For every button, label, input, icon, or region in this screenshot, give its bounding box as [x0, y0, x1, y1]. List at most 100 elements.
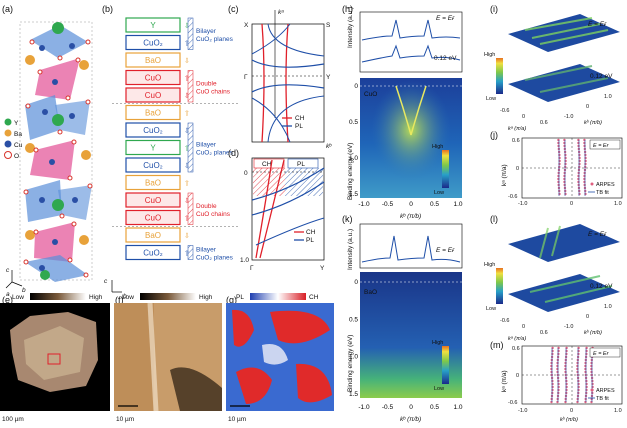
arpes-point	[558, 153, 561, 157]
arpes-point	[585, 379, 588, 383]
arpes-point	[550, 370, 553, 374]
arpes-point	[583, 180, 586, 184]
arpes-point	[563, 180, 566, 184]
panel-f: (f) Low High 10 µm	[114, 293, 222, 423]
arpes-point	[578, 162, 581, 166]
tick-label: 1.0	[349, 354, 358, 361]
svg-text:Binding energy (eV): Binding energy (eV)	[347, 335, 354, 392]
arpes-point	[585, 352, 588, 356]
edc-box-k	[359, 223, 463, 269]
arpes-point	[557, 352, 560, 356]
layer-cuo: CuO ⇩	[125, 192, 190, 208]
layer-arrow-icon: ⇩	[184, 197, 190, 205]
panel-b: (b) Y ⇩CuO₂ ⇧BaO ⇩CuO ⇧CuO ⇩BaO ⇧CuO₂ ⇩Y ⇧CuO₂ ⇩B…	[102, 4, 240, 300]
panel-a: (a)	[2, 4, 93, 298]
svg-text:S: S	[326, 22, 331, 29]
layer-annotation-label: CuO₂ planes	[196, 255, 234, 262]
svg-text:-1.0: -1.0	[518, 408, 527, 414]
svg-text:-0.6: -0.6	[500, 318, 509, 324]
svg-text:BaO: BaO	[364, 289, 377, 296]
svg-text:Low: Low	[434, 190, 444, 196]
arpes-point	[583, 183, 586, 187]
svg-text:High: High	[432, 340, 443, 346]
tick-label: -1.0	[358, 201, 370, 208]
arpes-point	[577, 352, 580, 356]
svg-text:High: High	[432, 144, 443, 150]
legend-ba: Ba	[14, 131, 22, 138]
svg-text:kᵇ (π/b): kᵇ (π/b)	[400, 416, 421, 423]
svg-text:0: 0	[244, 170, 248, 177]
svg-text:b: b	[123, 293, 127, 300]
panel-label-h: (h)	[342, 4, 353, 14]
arpes-point	[565, 352, 568, 356]
layer-annotation-label: Double	[196, 203, 217, 210]
tick-label: 0.5	[430, 201, 439, 208]
layer-cuo: CuO ⇩	[125, 87, 190, 103]
svg-text:100 µm: 100 µm	[2, 416, 24, 423]
svg-text:Low: Low	[122, 294, 134, 301]
tick-label: 1.0	[453, 201, 462, 208]
yticks-h: 0 0.5 1.0 1.5	[349, 83, 358, 198]
svg-text:CH: CH	[309, 294, 319, 301]
element-legend: Y Ba Cu O	[4, 118, 23, 160]
svg-text:-0.6: -0.6	[508, 400, 517, 406]
layer-annotation-label: Bilayer	[196, 247, 217, 254]
arpes-point	[556, 400, 559, 404]
arpes-point	[585, 388, 588, 392]
arpes-point	[590, 370, 593, 374]
svg-text:Low: Low	[486, 306, 496, 312]
svg-text:1.0: 1.0	[614, 408, 622, 414]
svg-text:Y: Y	[320, 265, 325, 272]
arpes-point	[577, 171, 580, 175]
axes-b: c b	[104, 278, 127, 300]
tick-label: 0.5	[349, 316, 358, 323]
arpes-point	[590, 361, 593, 365]
layer-arrow-icon: ⇧	[184, 215, 190, 223]
svg-text:ARPES: ARPES	[596, 388, 615, 394]
svg-text:E = Eғ: E = Eғ	[436, 15, 455, 22]
layer-y: Y ⇩	[125, 17, 190, 33]
arpes-point	[551, 352, 554, 356]
xticks-h: -1.0 -0.5 0 0.5 1.0	[358, 201, 462, 208]
svg-text:CuO: CuO	[364, 91, 377, 98]
layer-label: BaO	[145, 179, 161, 188]
svg-text:0: 0	[516, 373, 519, 379]
svg-text:High: High	[484, 52, 495, 58]
arpes-point	[577, 388, 580, 392]
panel-d: (d) CH PL 0 1.0 Γ Y CH PL	[228, 148, 325, 272]
svg-text:kᵃ (π/a): kᵃ (π/a)	[508, 126, 526, 132]
svg-text:Low: Low	[12, 294, 24, 301]
layer-bao: BaO ⇩	[125, 52, 190, 68]
tick-label: 0.5	[430, 404, 439, 411]
svg-text:E = Eғ: E = Eғ	[588, 231, 607, 238]
arpes-point	[577, 174, 580, 178]
panel-label-k: (k)	[342, 214, 353, 224]
arpes-point	[564, 162, 567, 166]
arpes-point	[576, 361, 579, 365]
panel-label-g: (g)	[226, 295, 237, 305]
arpes-point	[564, 397, 567, 401]
layer-label: Y	[150, 144, 156, 153]
svg-text:PL: PL	[297, 161, 305, 168]
panel-label-d: (d)	[228, 148, 239, 158]
arpes-point	[557, 171, 560, 175]
svg-text:-1.0: -1.0	[564, 114, 573, 120]
arpes-point	[558, 192, 561, 196]
layer-annotation-label: Bilayer	[196, 28, 217, 35]
panel-e: (e) Low High 100 µm	[0, 293, 110, 423]
layer-y: Y ⇧	[125, 139, 190, 156]
arpes-point	[550, 397, 553, 401]
panel-label-l: (l)	[490, 214, 498, 224]
tick-label: 0	[409, 404, 413, 411]
yticks-k: 0 0.5 1.0 1.5	[349, 279, 358, 398]
arpes-point	[557, 180, 560, 184]
svg-text:PL: PL	[236, 294, 244, 301]
layer-label: CuO₂	[143, 39, 163, 48]
layer-bao: BaO ⇧	[125, 104, 190, 121]
svg-text:0: 0	[570, 408, 573, 414]
legend-cu: Cu	[14, 142, 23, 149]
layer-label: CuO	[145, 91, 161, 100]
